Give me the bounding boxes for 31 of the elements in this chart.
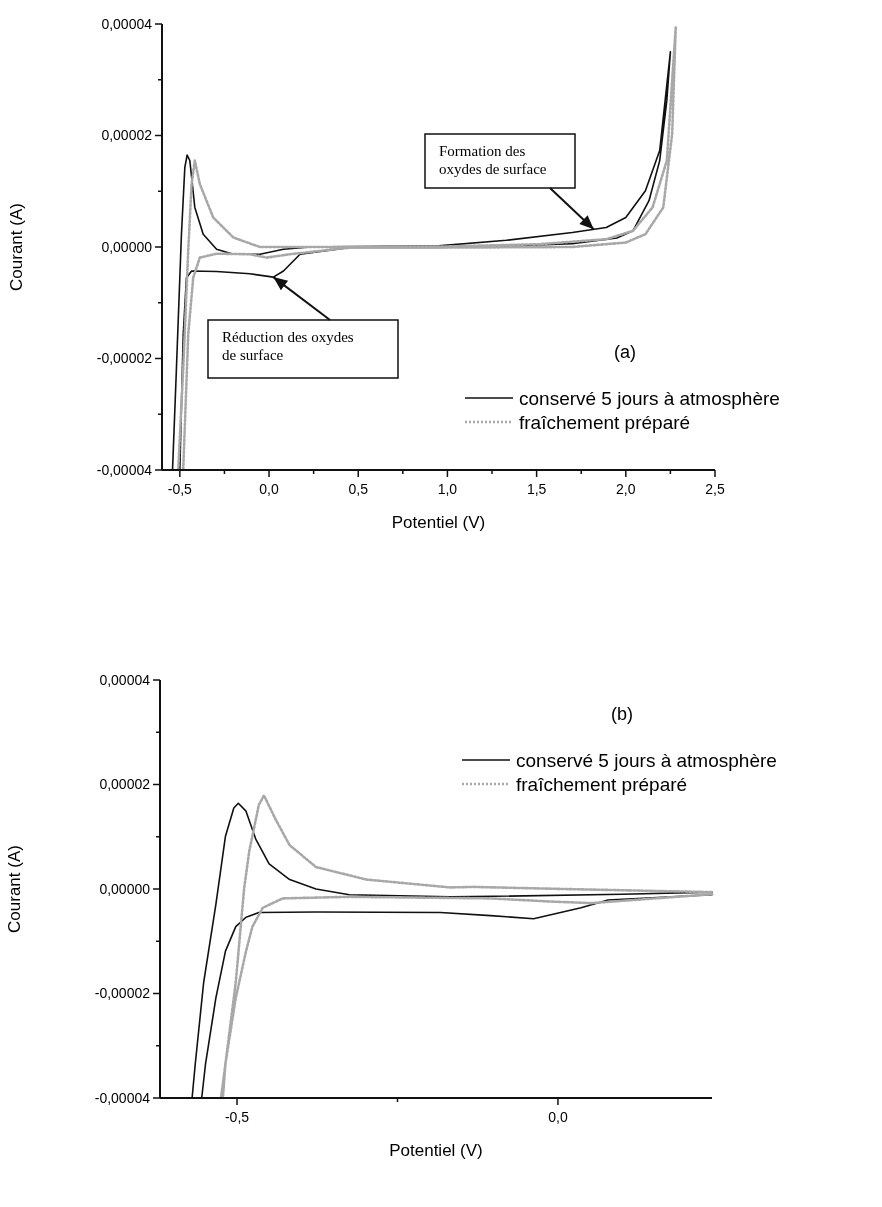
- y-tick-label: 0,00000: [99, 880, 151, 897]
- annotation: Réduction des oxydes de surface: [222, 329, 354, 363]
- annotation: (b): [611, 704, 633, 724]
- legend-label: fraîchement préparé: [516, 773, 688, 795]
- x-tick-label: -0,5: [224, 1109, 250, 1125]
- x-tick-label: 1,5: [526, 481, 547, 497]
- x-tick-label: 0,5: [348, 481, 369, 497]
- y-tick-label: -0,00004: [96, 461, 153, 478]
- y-tick-label: 0,00004: [99, 671, 151, 688]
- y-tick-label: 0,00000: [101, 238, 153, 255]
- legend-label: conservé 5 jours à atmosphère: [516, 749, 777, 771]
- x-tick-label: -0,5: [167, 481, 193, 497]
- x-axis-title: Potentiel (V): [391, 513, 486, 532]
- x-tick-label: 2,0: [616, 481, 636, 497]
- x-axis-title: Potentiel (V): [389, 1141, 483, 1160]
- x-tick-label: 2,5: [705, 481, 725, 497]
- y-tick-label: -0,00002: [96, 350, 153, 367]
- x-tick-label: 1,0: [437, 481, 458, 497]
- x-tick-label: 0,0: [548, 1109, 568, 1125]
- annotation: Formation des oxydes de surface: [439, 143, 547, 177]
- legend-label: conservé 5 jours à atmosphère: [519, 387, 780, 409]
- y-tick-label: 0,00004: [101, 15, 153, 32]
- annotation: (a): [614, 342, 636, 362]
- y-axis-title: Courant (A): [7, 203, 26, 291]
- y-tick-label: 0,00002: [101, 127, 153, 144]
- y-tick-label: 0,00002: [99, 776, 151, 793]
- y-axis-title: Courant (A): [5, 845, 24, 933]
- x-tick-label: 0,0: [259, 481, 279, 497]
- y-tick-label: -0,00004: [94, 1089, 151, 1106]
- y-tick-label: -0,00002: [94, 985, 151, 1002]
- legend-label: fraîchement préparé: [519, 411, 691, 433]
